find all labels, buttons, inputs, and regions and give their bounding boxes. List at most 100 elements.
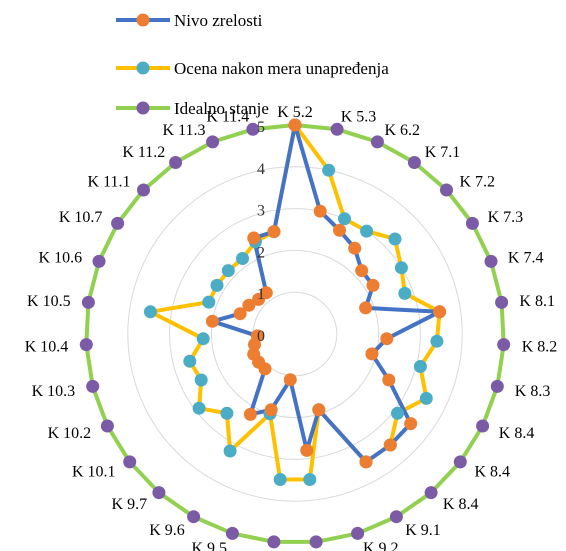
series-0-point (264, 403, 278, 417)
series-0-point (283, 373, 297, 387)
series-1-point (322, 163, 336, 177)
series-1-point (360, 224, 374, 238)
series-2-point (453, 455, 467, 469)
series-2-point (79, 338, 93, 352)
series-1-point (194, 373, 208, 387)
series-0-point (359, 301, 373, 315)
series-1-point (419, 391, 433, 405)
legend-marker-2 (136, 101, 150, 115)
series-0-point (300, 443, 314, 457)
category-label: K 10.4 (25, 338, 69, 355)
series-0-point (267, 225, 281, 239)
series-2-point (484, 254, 498, 268)
series-0-point (242, 298, 256, 312)
category-label: K 10.6 (39, 250, 83, 267)
category-label: K 10.3 (32, 383, 76, 400)
series-0-point (233, 307, 247, 321)
category-label: K 9.3 (300, 549, 336, 551)
series-0-point (348, 241, 362, 255)
tick-label: 4 (257, 161, 265, 178)
legend: Nivo zrelosti Ocena nakon mera unapređenj… (116, 11, 389, 118)
category-label: K 9.5 (191, 540, 227, 551)
category-label: K 5.2 (277, 104, 313, 121)
series-1-point (398, 286, 412, 300)
category-label: K 9.6 (149, 522, 185, 539)
series-0-point (365, 347, 379, 361)
category-label: K 9.2 (363, 540, 399, 551)
legend-label-1: Ocena nakon mera unapređenja (174, 59, 389, 78)
category-label: K 10.7 (59, 209, 103, 226)
series-2-point (169, 156, 183, 169)
series-2-point (476, 419, 490, 433)
series-0-point (205, 314, 219, 328)
category-label: K 8.4 (499, 425, 535, 442)
category-label: K 9.4 (254, 549, 290, 551)
category-label: K 8.1 (519, 293, 555, 310)
series-1-point (223, 444, 237, 458)
series-1-point (388, 232, 402, 246)
category-labels: K 5.2 K 5.3 K 6.2K 7.1 K 7.2 K 7.3 K 7.4 K 8.1… (25, 104, 558, 551)
series-2-point (389, 510, 403, 524)
grid-ring (169, 208, 421, 460)
series-1-point (391, 406, 404, 420)
series-1-point (221, 264, 235, 278)
series-0-point (404, 417, 418, 431)
series-1-point (430, 334, 444, 348)
series-line-2 (84, 123, 506, 544)
grid-ring (127, 166, 463, 502)
series-0-point (355, 264, 369, 278)
series-1-point (210, 278, 224, 292)
tick-label: 2 (257, 244, 265, 261)
series-2-point (100, 419, 114, 433)
series-0-point (382, 373, 396, 387)
series-2-point (497, 338, 511, 352)
series-1-point (202, 295, 216, 309)
series-1-point (394, 261, 408, 275)
category-label: K 7.2 (460, 173, 496, 190)
series-2-point (187, 510, 201, 524)
category-label: K 6.2 (385, 122, 421, 139)
series-1-point (236, 252, 249, 265)
series-2-point (490, 379, 504, 393)
category-label: K 8.4 (475, 464, 511, 481)
series-0-point (313, 204, 327, 218)
legend-label-0: Nivo zrelosti (174, 11, 263, 30)
series-0-point (359, 455, 373, 469)
series-1-point (196, 332, 210, 346)
category-label: K 7.4 (508, 250, 544, 267)
category-label: K 8.2 (522, 338, 558, 355)
series-0-point (259, 286, 273, 300)
series-2-point (225, 526, 239, 540)
series-2-point (495, 295, 509, 309)
series-1-point (192, 401, 206, 415)
category-label: K 8.3 (515, 383, 551, 400)
series-0-point (247, 231, 261, 245)
series-1-point (273, 473, 287, 486)
series-2-point (92, 254, 106, 268)
category-label: K 10.5 (27, 293, 71, 310)
series-0-point (243, 407, 257, 421)
series-line-1 (148, 123, 442, 482)
series-2-point (267, 535, 281, 549)
series-2-point (152, 486, 166, 500)
category-label: K 11.2 (122, 144, 165, 161)
legend-marker-1 (136, 61, 150, 75)
tick-label: 3 (257, 203, 265, 220)
category-label: K 7.3 (488, 209, 524, 226)
series-0-point (247, 347, 261, 361)
series-0-point (383, 438, 397, 452)
series-0-point (433, 305, 447, 319)
category-label: K 9.7 (112, 496, 148, 513)
category-label: K 7.1 (425, 144, 461, 161)
series-1-point (303, 473, 317, 486)
series-2-point (81, 295, 95, 309)
series-2-point (111, 216, 125, 230)
tick-label: 1 (257, 286, 265, 303)
tick-label: 5 (257, 119, 265, 136)
series-layer (79, 118, 511, 549)
series-0-point (312, 403, 326, 417)
series-0-point (380, 332, 394, 346)
series-1-point (183, 354, 197, 368)
series-1-point (413, 360, 427, 373)
